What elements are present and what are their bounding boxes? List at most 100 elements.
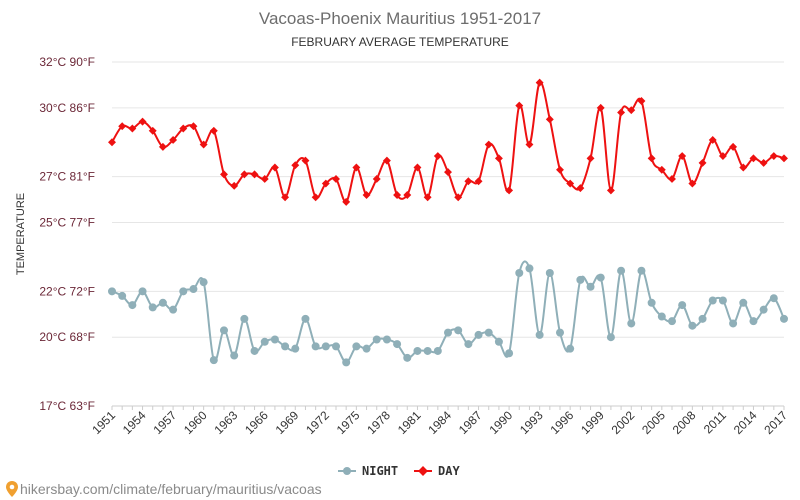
data-point-night[interactable] [627, 319, 636, 328]
data-point-night[interactable] [240, 314, 249, 323]
data-point-night[interactable] [209, 356, 218, 365]
data-point-day[interactable] [332, 175, 340, 183]
data-point-night[interactable] [759, 305, 768, 314]
data-point-day[interactable] [240, 170, 249, 179]
data-point-night[interactable] [362, 344, 371, 353]
data-point-day[interactable] [270, 163, 279, 172]
data-point-night[interactable] [321, 342, 330, 351]
data-point-night[interactable] [158, 298, 167, 307]
data-point-night[interactable] [474, 330, 483, 339]
data-point-day[interactable] [708, 136, 717, 144]
data-point-day[interactable] [505, 186, 514, 195]
data-point-day[interactable] [494, 154, 503, 163]
data-point-night[interactable] [220, 326, 228, 335]
data-point-day[interactable] [199, 140, 208, 149]
data-point-night[interactable] [484, 328, 493, 337]
data-point-night[interactable] [657, 312, 666, 321]
data-point-night[interactable] [566, 344, 575, 353]
data-point-night[interactable] [332, 342, 340, 351]
data-point-night[interactable] [596, 273, 605, 282]
data-point-night[interactable] [230, 351, 239, 360]
data-point-day[interactable] [759, 158, 768, 167]
data-point-night[interactable] [525, 264, 534, 273]
data-point-night[interactable] [342, 358, 351, 367]
data-point-night[interactable] [749, 317, 758, 326]
data-point-night[interactable] [698, 314, 707, 323]
data-point-day[interactable] [423, 193, 432, 202]
data-point-day[interactable] [606, 186, 615, 195]
data-point-day[interactable] [729, 142, 738, 151]
data-point-night[interactable] [148, 303, 157, 312]
data-point-day[interactable] [596, 103, 605, 112]
data-point-night[interactable] [413, 346, 422, 355]
data-point-day[interactable] [230, 181, 239, 190]
data-point-night[interactable] [515, 268, 524, 277]
data-point-night[interactable] [393, 340, 402, 349]
data-point-night[interactable] [678, 301, 687, 310]
legend-item-day[interactable]: DAY [414, 464, 460, 478]
data-point-day[interactable] [474, 177, 483, 186]
data-point-day[interactable] [556, 165, 564, 174]
data-point-day[interactable] [250, 170, 259, 179]
data-point-night[interactable] [668, 317, 676, 326]
data-point-day[interactable] [484, 140, 493, 149]
data-point-day[interactable] [576, 184, 585, 193]
data-point-day[interactable] [647, 154, 656, 163]
data-point-night[interactable] [403, 353, 412, 362]
data-point-night[interactable] [169, 305, 178, 314]
data-point-day[interactable] [780, 154, 788, 163]
data-point-day[interactable] [678, 152, 687, 160]
data-point-night[interactable] [606, 333, 615, 342]
data-point-day[interactable] [382, 156, 391, 165]
data-point-night[interactable] [108, 287, 116, 296]
data-point-night[interactable] [433, 346, 442, 355]
data-point-day[interactable] [158, 142, 167, 151]
data-point-night[interactable] [250, 346, 259, 355]
data-point-day[interactable] [169, 136, 178, 144]
data-point-night[interactable] [545, 268, 554, 277]
data-point-night[interactable] [535, 330, 544, 339]
data-point-night[interactable] [505, 349, 514, 358]
data-point-day[interactable] [769, 152, 778, 160]
data-point-day[interactable] [260, 175, 269, 183]
data-point-night[interactable] [372, 335, 381, 344]
data-point-day[interactable] [668, 175, 676, 183]
data-point-day[interactable] [179, 124, 188, 133]
data-point-night[interactable] [617, 266, 626, 275]
data-point-night[interactable] [647, 298, 656, 307]
data-point-day[interactable] [352, 163, 361, 172]
data-point-day[interactable] [657, 165, 666, 174]
data-point-night[interactable] [718, 296, 727, 305]
data-point-day[interactable] [525, 140, 534, 149]
data-point-night[interactable] [729, 319, 738, 328]
data-point-night[interactable] [444, 328, 452, 337]
data-point-night[interactable] [382, 335, 391, 344]
data-point-day[interactable] [718, 152, 727, 160]
data-point-day[interactable] [444, 168, 452, 177]
data-point-day[interactable] [362, 191, 371, 199]
data-point-night[interactable] [739, 298, 748, 307]
data-point-day[interactable] [433, 152, 442, 160]
data-point-night[interactable] [301, 314, 310, 323]
data-point-night[interactable] [423, 346, 432, 355]
data-point-night[interactable] [291, 344, 300, 353]
data-point-night[interactable] [352, 342, 361, 351]
footer-link[interactable]: hikersbay.com/climate/february/mauritius… [20, 481, 322, 497]
data-point-night[interactable] [708, 296, 717, 305]
data-point-day[interactable] [545, 115, 554, 124]
data-point-night[interactable] [494, 337, 503, 346]
data-point-day[interactable] [220, 170, 228, 179]
data-point-night[interactable] [128, 301, 137, 310]
data-point-night[interactable] [311, 342, 320, 351]
data-point-night[interactable] [780, 314, 788, 323]
data-point-day[interactable] [617, 108, 626, 117]
data-point-day[interactable] [291, 161, 300, 170]
data-point-night[interactable] [270, 335, 279, 344]
data-point-day[interactable] [413, 163, 422, 172]
data-point-night[interactable] [179, 287, 188, 296]
data-point-day[interactable] [454, 193, 463, 202]
data-point-day[interactable] [138, 117, 147, 126]
data-point-day[interactable] [372, 175, 381, 183]
data-point-night[interactable] [454, 326, 463, 335]
data-point-day[interactable] [209, 126, 218, 135]
